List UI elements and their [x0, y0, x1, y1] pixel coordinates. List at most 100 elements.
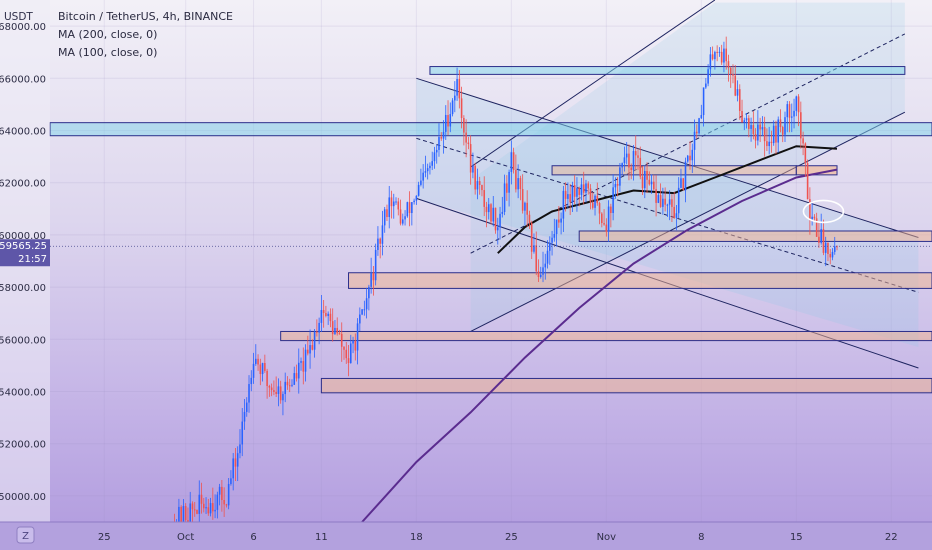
candle-body [648, 179, 651, 185]
candle-body [827, 242, 829, 255]
overlay-layer [50, 199, 932, 247]
time-tick-label: 22 [885, 532, 898, 543]
candle-body [777, 119, 780, 143]
candle-body [313, 331, 316, 350]
candle-body [725, 48, 727, 62]
candle-body [338, 333, 341, 335]
candle-body [569, 194, 571, 203]
candle-body [311, 345, 314, 350]
candle-body [248, 384, 250, 403]
candle-body [243, 411, 246, 422]
candle-body [698, 118, 700, 134]
candle-body [700, 115, 703, 119]
indicator-ma-200[interactable]: MA (200, close, 0) [58, 28, 157, 41]
candle-body [551, 237, 553, 243]
candle-body [214, 509, 216, 512]
candle-body [809, 199, 811, 220]
candle-body [684, 161, 687, 191]
candle-body [689, 155, 691, 161]
candle-body [614, 184, 617, 188]
candle-body [594, 195, 596, 208]
timezone-badge[interactable] [16, 526, 35, 544]
candle-body [621, 163, 623, 168]
timezone-badge-label: Z [22, 531, 29, 542]
candle-body [824, 242, 827, 253]
candle-body [508, 171, 510, 193]
candle-body [630, 167, 633, 170]
candle-body [745, 118, 748, 121]
candle-body [252, 363, 255, 378]
candle-body [221, 486, 223, 501]
candle-body [793, 110, 795, 117]
symbol-title[interactable]: Bitcoin / TetherUS, 4h, BINANCE [58, 10, 233, 23]
indicator-ma-100[interactable]: MA (100, close, 0) [58, 46, 157, 59]
candle-body [232, 458, 234, 479]
candle-body [829, 254, 832, 258]
ascending-channel-top [470, 0, 716, 168]
candle-body [447, 114, 449, 127]
ascending-channel-fill [470, 2, 905, 332]
candle-body [433, 152, 436, 162]
price-axis-ticks: 68000.00 66000.00 64000.00 62000.00 60000.00… [0, 22, 46, 503]
candle-body [727, 61, 730, 68]
candle-body [553, 234, 556, 238]
candle-body [578, 188, 580, 195]
candle-body [818, 236, 820, 243]
countdown-label: 21:57 [18, 254, 47, 265]
candle-body [200, 494, 203, 504]
candle-body [356, 323, 359, 351]
candle-body [723, 48, 725, 63]
candle-body [524, 202, 526, 211]
candle-body [318, 322, 320, 333]
candle-body [499, 213, 501, 228]
candle-body [662, 198, 664, 207]
candle-body [732, 74, 734, 76]
candle-body [383, 209, 386, 226]
candle-body [456, 79, 458, 96]
candle-body [671, 199, 673, 207]
candle-body [603, 223, 605, 225]
candle-body [191, 503, 194, 510]
candle-body [286, 381, 289, 386]
candle-body [668, 199, 671, 205]
price-tick-label: 58000.00 [0, 283, 46, 294]
candle-body [736, 89, 739, 96]
candle-body [379, 238, 381, 244]
candle-body [589, 188, 592, 203]
candle-body [406, 202, 409, 217]
candle-body [225, 504, 228, 506]
candle-body [184, 506, 187, 521]
ma-200-line [361, 168, 838, 523]
time-tick-label: 18 [410, 532, 423, 543]
price-tick-label: 64000.00 [0, 127, 46, 138]
candle-body [610, 206, 612, 214]
candle-body [307, 349, 309, 354]
candle-body [607, 206, 610, 232]
time-axis[interactable] [0, 522, 932, 550]
candle-body [492, 207, 495, 222]
candle-body [616, 184, 619, 186]
candle-body [781, 127, 784, 135]
candle-body [521, 189, 524, 211]
candle-body [705, 83, 707, 88]
candle-body [763, 127, 766, 142]
candle-body [591, 202, 594, 208]
candle-body [352, 340, 354, 344]
candle-body [539, 274, 542, 277]
candle-body [472, 165, 474, 173]
last-price-tag: 59565.25 21:57 [0, 239, 50, 267]
support-zone-56000 [280, 330, 932, 342]
candle-body [302, 361, 305, 372]
candle-body [576, 188, 578, 197]
candle-body [270, 387, 273, 391]
candle-body [675, 213, 678, 218]
candle-body [381, 225, 384, 244]
candle-body [714, 51, 716, 60]
candle-body [297, 362, 300, 379]
candle-body [187, 520, 189, 523]
candle-body [264, 362, 266, 371]
candle-body [467, 142, 470, 145]
price-tick-label: 52000.00 [0, 440, 46, 451]
